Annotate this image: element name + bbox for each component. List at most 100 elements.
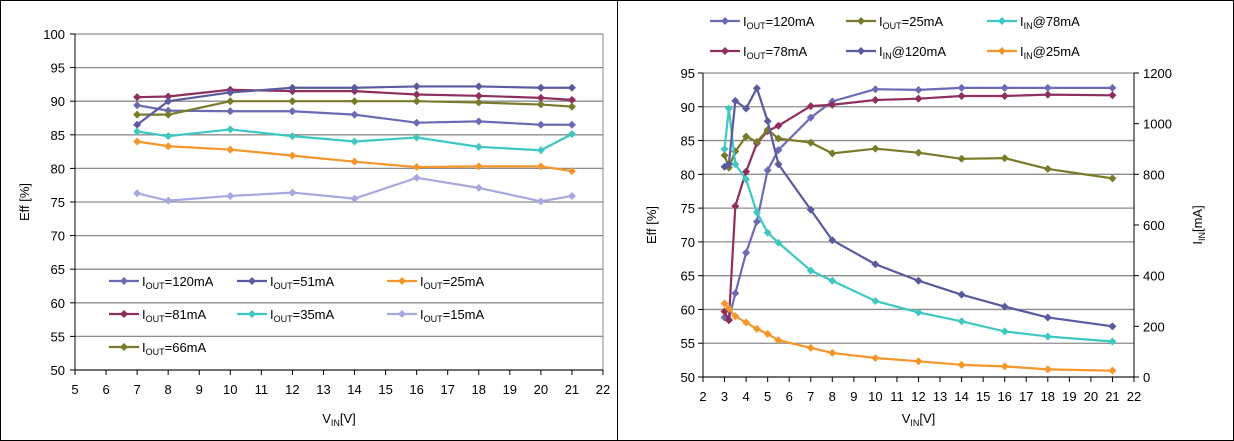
right-xtick-label-0: 2 (699, 389, 706, 404)
right-y2tick-label-2: 400 (1143, 269, 1165, 284)
right-efficiency-current-chart: 5055606570758085909502004006008001000120… (644, 14, 1207, 428)
left-legend-label-2: IOUT=25mA (420, 274, 485, 291)
left-series-3-point-0 (133, 120, 142, 129)
right-series-5-point-12 (1000, 362, 1009, 371)
left-series-5-point-4 (350, 157, 359, 166)
right-ytick-label-6: 80 (681, 167, 695, 182)
left-x-axis-title-main: V (322, 411, 331, 426)
right-legend-label-2-rest: @78mA (1033, 14, 1080, 29)
left-ytick-label-9: 95 (51, 61, 65, 76)
left-legend-entry-1-marker (248, 277, 256, 285)
right-series-0-point-14 (1108, 83, 1117, 92)
right-series-3-point-3 (742, 175, 751, 184)
left-series-4-point-0 (133, 127, 142, 136)
right-ytick-label-3: 65 (681, 269, 695, 284)
left-legend-label-5-sub: OUT (424, 314, 444, 324)
left-legend-label-5: IOUT=15mA (420, 307, 485, 324)
left-series-5-point-6 (474, 162, 483, 171)
right-series-4-point-14 (1108, 322, 1117, 331)
right-y2tick-label-4: 800 (1143, 167, 1165, 182)
right-x-axis-title: VIN[V] (902, 411, 936, 428)
right-series-2-point-13 (1043, 164, 1052, 173)
left-ytick-label-2: 60 (51, 296, 65, 311)
right-series-4-point-10 (914, 276, 923, 285)
right-series-5-point-10 (914, 357, 923, 366)
left-series-3-point-1 (164, 97, 173, 106)
left-y-axis-title: Eff [%] (17, 183, 32, 221)
left-legend-entry-3-marker (120, 310, 128, 318)
right-y2-axis-title-main: I (1190, 241, 1205, 245)
left-ytick-label-1: 55 (51, 329, 65, 344)
left-series-6-point-5 (412, 173, 421, 182)
left-series-6-point-0 (133, 189, 142, 198)
left-series-0-point-0 (133, 101, 142, 110)
left-series-3-point-7 (536, 83, 545, 92)
left-legend-label-5-main: I (420, 307, 424, 322)
right-series-2-point-10 (914, 148, 923, 157)
right-xtick-label-16: 18 (1041, 389, 1055, 404)
right-series-5-point-3 (742, 318, 751, 327)
right-series-1-point-8 (828, 100, 837, 109)
right-series-0-point-4 (752, 217, 761, 226)
left-series-5-point-8 (567, 167, 576, 176)
right-series-3-point-5 (763, 228, 772, 237)
right-legend-label-5-rest: @25mA (1033, 44, 1080, 59)
right-legend-label-0-rest: =120mA (766, 14, 815, 29)
right-xtick-label-12: 14 (954, 389, 968, 404)
right-legend-entry-5-marker (998, 47, 1006, 55)
left-xtick-label-3: 8 (165, 382, 172, 397)
left-series-4-point-3 (288, 132, 297, 141)
right-xtick-label-4: 6 (786, 389, 793, 404)
left-legend-label-1-main: I (270, 274, 274, 289)
right-legend-entry-4-marker (857, 47, 865, 55)
right-series-3-point-13 (1043, 332, 1052, 341)
left-series-3-point-2 (226, 88, 235, 97)
right-series-4-point-4 (752, 84, 761, 93)
right-series-3-point-11 (957, 317, 966, 326)
left-series-1-point-8 (567, 95, 576, 104)
left-series-2-point-6 (474, 98, 483, 107)
right-series-4-point-3 (742, 104, 751, 113)
right-series-0-point-2 (731, 289, 740, 298)
left-xtick-label-5: 10 (223, 382, 237, 397)
left-legend-entry-2-marker (398, 277, 406, 285)
left-legend-label-3: IOUT=81mA (142, 307, 207, 324)
right-series-3-point-12 (1000, 327, 1009, 336)
left-xtick-label-12: 17 (440, 382, 454, 397)
left-legend-label-6-main: I (142, 340, 146, 355)
left-legend-label-3-sub: OUT (146, 314, 166, 324)
left-xtick-label-4: 9 (196, 382, 203, 397)
left-legend-label-4-sub: OUT (274, 314, 294, 324)
right-series-3-point-0 (720, 145, 729, 153)
left-series-4-point-4 (350, 137, 359, 146)
right-ytick-label-1: 55 (681, 336, 695, 351)
right-legend-label-0-main: I (743, 14, 747, 29)
right-legend-label-3-rest: =78mA (766, 44, 808, 59)
left-legend-entry-5-marker (398, 310, 406, 318)
left-ytick-label-10: 100 (43, 27, 65, 42)
left-series-4-point-2 (226, 125, 235, 134)
right-series-3-point-6 (774, 238, 783, 247)
left-legend-label-6-sub: OUT (146, 347, 166, 357)
right-series-1-point-14 (1108, 91, 1117, 100)
left-legend-label-0-rest: =120mA (165, 274, 214, 289)
right-legend-label-1-sub: OUT (883, 21, 903, 31)
right-series-4-point-12 (1000, 302, 1009, 311)
right-legend-label-4-sub: IN (883, 51, 892, 61)
right-legend-label-4-rest: @120mA (892, 44, 947, 59)
left-legend-label-1-sub: OUT (274, 281, 294, 291)
left-legend-label-2-rest: =25mA (443, 274, 485, 289)
right-xtick-label-6: 8 (829, 389, 836, 404)
right-series-2-point-9 (871, 144, 880, 153)
left-series-2-point-8 (567, 102, 576, 111)
left-series-5-point-3 (288, 151, 297, 160)
right-legend-label-3-main: I (743, 44, 747, 59)
left-series-2-point-4 (350, 97, 359, 106)
right-series-2-point-0 (720, 151, 729, 160)
left-legend-entry-0-marker (120, 277, 128, 285)
right-legend-label-3: IOUT=78mA (743, 44, 808, 61)
right-xtick-label-20: 22 (1127, 389, 1141, 404)
left-legend-label-4-main: I (270, 307, 274, 322)
right-ytick-label-8: 90 (681, 100, 695, 115)
left-series-3-point-3 (288, 83, 297, 92)
